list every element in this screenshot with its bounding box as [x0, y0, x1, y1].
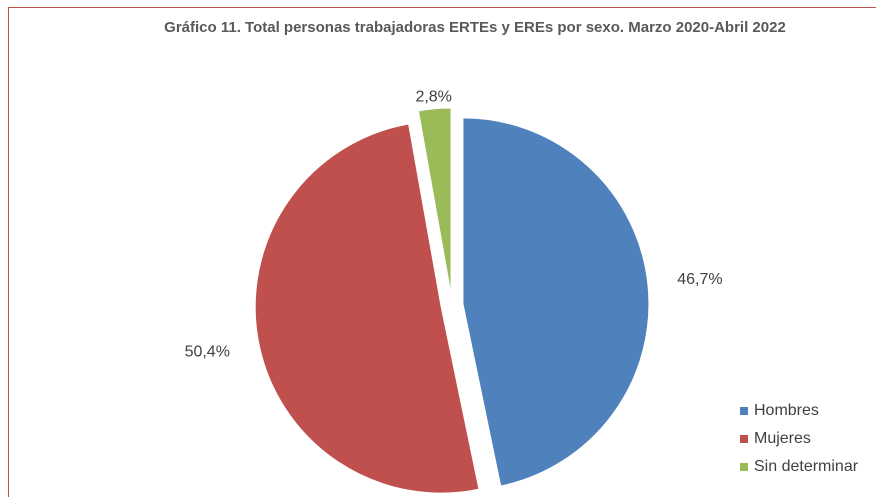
legend-label: Sin determinar	[754, 458, 859, 475]
pie-slice	[462, 117, 650, 487]
data-label: 46,7%	[677, 271, 722, 288]
chart-title: Gráfico 11. Total personas trabajadoras …	[164, 19, 786, 36]
legend-label: Mujeres	[754, 430, 811, 447]
data-label: 2,8%	[415, 89, 451, 106]
legend-swatch	[740, 463, 748, 471]
data-label: 50,4%	[185, 343, 230, 360]
legend-label: Hombres	[754, 402, 819, 419]
legend-swatch	[740, 435, 748, 443]
legend-swatch	[740, 407, 748, 415]
pie-slice	[417, 107, 452, 295]
pie-slice	[254, 123, 480, 494]
chart-frame	[8, 7, 876, 497]
